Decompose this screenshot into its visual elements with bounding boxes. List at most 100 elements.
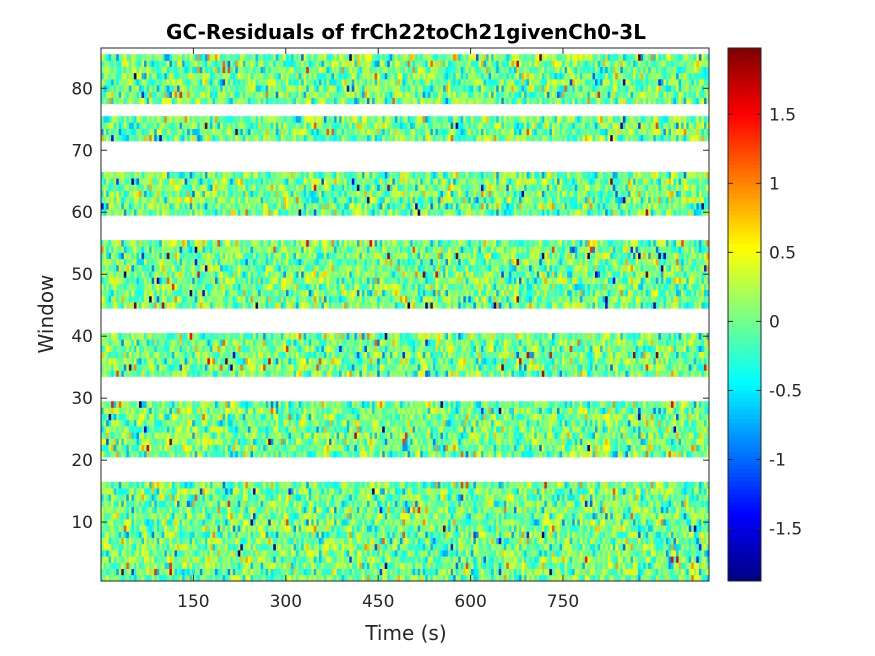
heatmap-cell [116,525,120,532]
heatmap-cell [569,438,573,445]
heatmap-cell [546,512,550,520]
heatmap-cell [688,494,692,501]
heatmap-cell [529,500,533,507]
heatmap-cell [222,500,226,507]
heatmap-cell [136,481,140,489]
heatmap-cell [187,568,191,576]
heatmap-cell [605,519,609,526]
heatmap-cell [235,537,239,545]
heatmap-cell [453,519,457,526]
heatmap-cell [683,506,687,514]
heatmap-cell [250,525,254,532]
heatmap-cell [359,574,363,582]
heatmap-cell [493,444,497,452]
heatmap-cell [397,550,401,557]
heatmap-cell [531,512,535,520]
heatmap-cell [572,500,576,507]
heatmap-cell [425,537,429,545]
heatmap-cell [247,531,251,538]
heatmap-cell [207,574,211,582]
heatmap-cell [197,488,201,495]
heatmap-cell [118,512,122,520]
heatmap-cell [247,438,251,445]
heatmap-cell [232,550,236,557]
heatmap-cell [688,531,692,538]
heatmap-cell [126,543,130,551]
heatmap-cell [663,537,667,545]
heatmap-cell [301,450,305,458]
heatmap-cell [584,550,588,557]
heatmap-cell [544,519,548,526]
heatmap-cell [557,574,560,582]
heatmap-cell [106,519,109,526]
heatmap-cell [265,568,269,576]
heatmap-cell [683,543,687,551]
heatmap-cell [212,537,216,545]
heatmap-cell [671,488,674,495]
heatmap-cell [116,444,120,452]
heatmap-cell [220,488,223,495]
heatmap-cell [673,512,677,520]
heatmap-cell [367,432,370,439]
heatmap-cell [275,512,279,520]
heatmap-cell [131,438,135,445]
heatmap-cell [584,562,588,569]
heatmap-cell [316,438,320,445]
heatmap-cell [194,432,198,439]
heatmap-cell [698,432,702,439]
heatmap-cell [493,531,497,538]
heatmap-cell [288,506,292,514]
heatmap-cell [268,512,272,520]
heatmap-cell [475,556,479,563]
heatmap-cell [126,432,130,439]
heatmap-cell [691,525,695,532]
heatmap-cell [103,494,107,501]
heatmap-cell [313,488,317,495]
heatmap-cell [665,568,669,576]
heatmap-cell [240,444,244,452]
heatmap-cell [620,512,624,520]
heatmap-cell [663,568,667,576]
heatmap-cell [458,506,462,514]
heatmap-cell [144,488,147,495]
heatmap-cell [612,506,616,514]
heatmap-cell [663,438,667,445]
heatmap-cell [171,531,175,538]
heatmap-cell [179,494,183,501]
heatmap-cell [209,481,213,489]
heatmap-cell [607,525,611,532]
heatmap-cell [268,519,272,526]
heatmap-cell [584,537,588,545]
heatmap-cell [212,444,216,452]
heatmap-cell [589,543,593,551]
heatmap-cell [121,488,125,495]
heatmap-cell [417,556,421,563]
heatmap-cell [493,556,497,563]
heatmap-cell [422,432,426,439]
heatmap-cell [539,500,543,507]
heatmap-cell [177,488,180,495]
heatmap-cell [546,481,550,489]
heatmap-cell [465,512,469,520]
heatmap-cell [255,500,259,507]
heatmap-cell [488,438,492,445]
heatmap-cell [187,450,191,458]
heatmap-cell [597,438,601,445]
heatmap-cell [488,500,492,507]
heatmap-cell [574,562,578,569]
heatmap-cell [265,537,269,545]
heatmap-cell [313,568,317,576]
heatmap-cell [326,444,330,452]
heatmap-cell [676,543,679,551]
heatmap-cell [209,494,213,501]
heatmap-cell [592,519,596,526]
heatmap-cell [521,562,525,569]
heatmap-cell [245,531,249,538]
heatmap-cell [128,481,132,489]
heatmap-cell [554,525,558,532]
heatmap-cell [215,543,218,551]
heatmap-cell [417,519,421,526]
heatmap-cell [435,444,439,452]
heatmap-cell [364,550,368,557]
heatmap-cell [278,432,282,439]
